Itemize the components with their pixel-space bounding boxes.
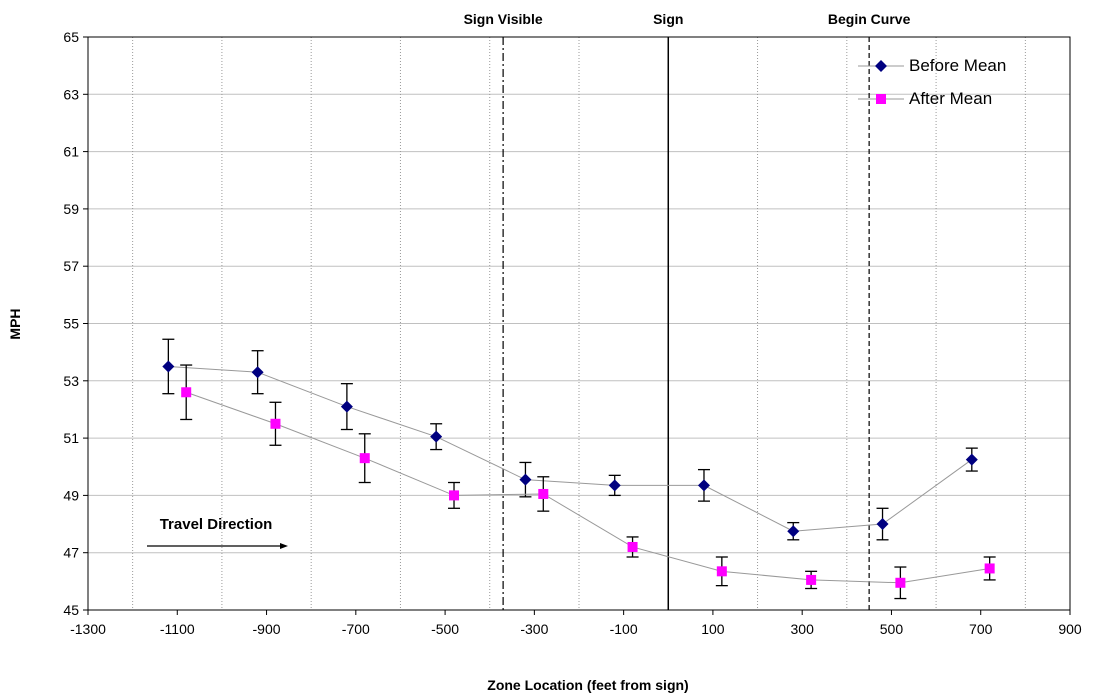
- data-point: [806, 574, 817, 585]
- y-tick-label: 47: [63, 545, 79, 561]
- y-axis-label: MPH: [7, 308, 23, 339]
- data-point: [984, 563, 995, 574]
- series: [180, 364, 996, 600]
- data-point: [449, 490, 460, 501]
- x-tick-label: 900: [1058, 621, 1082, 637]
- series-line: [186, 391, 990, 584]
- legend: Before Mean After Mean: [858, 56, 1006, 108]
- data-point: [251, 366, 264, 379]
- data-point: [181, 387, 192, 398]
- data-point: [965, 453, 978, 466]
- x-tick-label: -500: [431, 621, 459, 637]
- x-tick-label: 300: [791, 621, 815, 637]
- legend-before-marker: [875, 60, 887, 72]
- reference-lines: Sign Visible Sign Begin Curve: [464, 11, 911, 610]
- data-point: [162, 360, 175, 373]
- y-tick-label: 57: [63, 258, 79, 274]
- x-tick-label: -900: [253, 621, 281, 637]
- y-tick-label: 59: [63, 201, 79, 217]
- reference-line-label: Sign: [653, 11, 683, 27]
- data-point: [270, 418, 281, 429]
- data-point: [340, 400, 353, 413]
- data-point: [787, 525, 800, 538]
- data-point: [697, 479, 710, 492]
- reference-line-label: Sign Visible: [464, 11, 543, 27]
- y-tick-label: 65: [63, 29, 79, 45]
- x-tick-label: -100: [610, 621, 638, 637]
- x-axis-label: Zone Location (feet from sign): [487, 677, 688, 693]
- data-point: [876, 518, 889, 531]
- y-tick-label: 45: [63, 602, 79, 618]
- data-point: [716, 566, 727, 577]
- x-tick-label: -300: [520, 621, 548, 637]
- x-tick-label: -1100: [160, 621, 195, 637]
- series: [162, 338, 978, 541]
- x-tick-label: 700: [969, 621, 993, 637]
- x-tick-label: 500: [880, 621, 904, 637]
- x-tick-label: -1300: [70, 621, 106, 637]
- travel-direction-label: Travel Direction: [160, 516, 273, 533]
- travel-direction-arrowhead: [280, 543, 288, 549]
- travel-direction-annotation: Travel Direction: [147, 516, 288, 549]
- data-point: [538, 488, 549, 499]
- data-point: [608, 479, 621, 492]
- series-line: [168, 365, 973, 532]
- y-tick-label: 61: [63, 144, 79, 160]
- data-point: [359, 453, 370, 464]
- x-tick-label: -700: [342, 621, 370, 637]
- data-point: [627, 541, 638, 552]
- y-tick-label: 55: [63, 316, 79, 332]
- legend-after-marker: [876, 94, 886, 104]
- legend-before-label: Before Mean: [909, 56, 1006, 75]
- x-tick-label: 100: [701, 621, 725, 637]
- y-tick-label: 51: [63, 430, 79, 446]
- data-series: [162, 338, 996, 600]
- axes: 45 47 49 51 53 55 57 59 61 63 65 -1300 -1100 -900 -700…: [63, 29, 1081, 637]
- y-tick-label: 53: [63, 373, 79, 389]
- gridlines: [88, 37, 1070, 610]
- reference-line-label: Begin Curve: [828, 11, 911, 27]
- data-point: [895, 577, 906, 588]
- y-tick-label: 63: [63, 86, 79, 102]
- data-point: [519, 473, 532, 486]
- legend-after-label: After Mean: [909, 89, 992, 108]
- data-point: [430, 430, 443, 443]
- y-tick-label: 49: [63, 487, 79, 503]
